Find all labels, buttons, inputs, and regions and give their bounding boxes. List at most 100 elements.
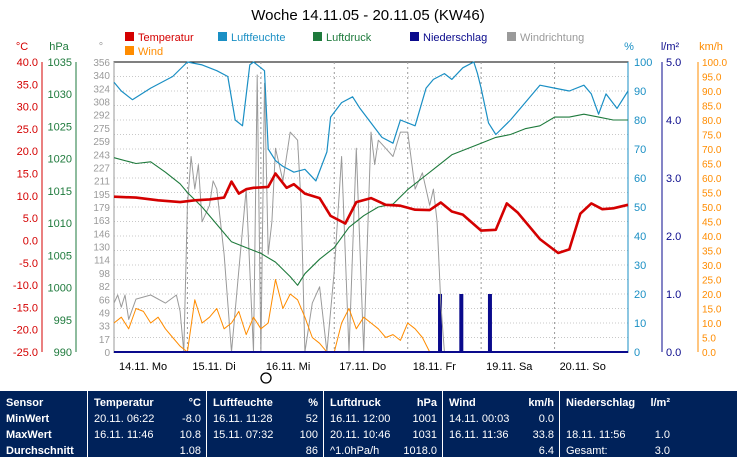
- legend-label-press: Luftdruck: [326, 32, 372, 44]
- axis-tick-dir: 114: [94, 256, 110, 267]
- axis-tick-dir: 275: [93, 124, 110, 135]
- axis-tick-dir: 211: [94, 177, 110, 188]
- axis-tick-wind: 45.0: [702, 218, 722, 229]
- axis-tick-temp: 30.0: [17, 102, 38, 114]
- rain-bar: [487, 294, 492, 352]
- axis-tick-temp: 25.0: [17, 124, 38, 136]
- legend-swatch-hum: [218, 32, 227, 41]
- axis-tick-rain: 0.0: [666, 347, 681, 359]
- rain-bar: [459, 294, 464, 352]
- axis-tick-press: 1015: [48, 186, 72, 198]
- axis-tick-press: 990: [54, 347, 72, 359]
- axis-tick-wind: 55.0: [702, 189, 722, 200]
- axis-tick-press: 1025: [48, 121, 72, 133]
- legend-label-hum: Luftfeuchte: [231, 32, 285, 44]
- stats-value: 1018.0: [403, 445, 437, 457]
- rain-bar: [438, 294, 443, 352]
- legend-label-wind: Wind: [138, 46, 163, 58]
- axis-tick-hum: 100: [634, 57, 652, 69]
- axis-tick-hum: 90: [634, 86, 646, 98]
- axis-tick-temp: 20.0: [17, 146, 38, 158]
- stats-value: 1.08: [179, 445, 201, 457]
- stats-timestamp: 20.11. 10:46: [330, 429, 391, 441]
- axis-tick-hum: 40: [634, 231, 646, 243]
- legend-label-temp: Temperatur: [138, 32, 194, 44]
- stats-header: Luftdruck: [330, 397, 381, 409]
- stats-timestamp: 16.11. 11:28: [213, 413, 273, 425]
- stats-row-label: MinWert: [6, 413, 50, 425]
- axis-tick-wind: 95.0: [702, 73, 722, 84]
- series-line-hum: [113, 61, 629, 182]
- axis-tick-temp: 35.0: [17, 79, 38, 91]
- axis-tick-dir: 33: [99, 322, 111, 333]
- series-line-press: [113, 113, 628, 286]
- axis-unit-rain: l/m²: [661, 41, 680, 53]
- time-marker: [260, 372, 272, 384]
- stats-timestamp: 16.11. 11:46: [94, 429, 154, 441]
- axis-tick-temp: -10.0: [13, 280, 38, 292]
- stats-value: 10.8: [179, 429, 201, 441]
- axis-tick-rain: 1.0: [666, 289, 681, 301]
- axis-tick-temp: -15.0: [13, 302, 38, 314]
- axis-tick-dir: 82: [99, 282, 111, 293]
- plot-frame: [113, 61, 629, 353]
- x-tick-label: 15.11. Di: [192, 361, 235, 373]
- axis-tick-dir: 66: [99, 295, 111, 306]
- stats-header: Temperatur: [94, 397, 154, 409]
- axis-tick-dir: 146: [93, 229, 110, 240]
- stats-timestamp: 20.11. 06:22: [94, 413, 155, 425]
- legend-label-dir: Windrichtung: [520, 32, 584, 44]
- axis-tick-wind: 15.0: [702, 305, 722, 316]
- axis-unit-temp: °C: [16, 41, 28, 53]
- x-tick-label: 17.11. Do: [339, 361, 386, 373]
- axis-tick-rain: 5.0: [666, 57, 681, 69]
- stats-header: Luftfeuchte: [213, 397, 273, 409]
- axis-tick-wind: 85.0: [702, 102, 722, 113]
- axis-tick-wind: 10.0: [702, 319, 722, 330]
- stats-timestamp: 16.11. 11:36: [449, 429, 509, 441]
- stats-value: 0.0: [538, 413, 554, 425]
- axis-tick-temp: 40.0: [17, 57, 38, 69]
- axis-tick-wind: 75.0: [702, 131, 722, 142]
- stats-timestamp: ^1.0hPa/h: [330, 445, 380, 457]
- axis-tick-dir: 49: [99, 308, 111, 319]
- axis-tick-wind: 80.0: [702, 116, 722, 127]
- axis-tick-wind: 50.0: [702, 203, 722, 214]
- axis-tick-wind: 100.0: [702, 58, 727, 69]
- stats-value: 1031: [412, 429, 437, 441]
- x-tick-label: 19.11. Sa: [486, 361, 533, 373]
- axis-tick-temp: -5.0: [19, 258, 38, 270]
- stats-separator: [206, 391, 207, 457]
- axis-tick-hum: 0: [634, 347, 640, 359]
- axis-tick-wind: 5.0: [702, 334, 716, 345]
- axis-tick-dir: 0: [104, 348, 110, 359]
- stats-separator: [87, 391, 88, 457]
- axis-unit-wind: km/h: [699, 41, 723, 53]
- axis-tick-press: 1010: [48, 218, 72, 230]
- legend-swatch-temp: [125, 32, 134, 41]
- legend-swatch-press: [313, 32, 322, 41]
- stats-value: 86: [305, 445, 318, 457]
- axis-tick-press: 1020: [48, 154, 72, 166]
- axis-tick-dir: 227: [93, 163, 110, 174]
- stats-timestamp: 16.11. 12:00: [330, 413, 391, 425]
- axis-tick-wind: 0.0: [702, 348, 716, 359]
- axis-unit-dir: °: [99, 41, 103, 53]
- axis-tick-press: 1035: [48, 57, 72, 69]
- stats-value: 100: [299, 429, 318, 441]
- axis-tick-wind: 40.0: [702, 232, 722, 243]
- axis-tick-dir: 356: [93, 58, 110, 69]
- axis-tick-dir: 308: [93, 98, 110, 109]
- stats-separator: [323, 391, 324, 457]
- x-tick-label: 16.11. Mi: [266, 361, 310, 373]
- weather-chart: Woche 14.11.05 - 20.11.05 (KW46) Tempera…: [13, 7, 727, 384]
- axis-tick-dir: 243: [93, 150, 110, 161]
- axis-tick-rain: 2.0: [666, 231, 681, 243]
- axis-tick-temp: -25.0: [13, 347, 38, 359]
- axis-tick-dir: 324: [93, 84, 110, 95]
- stats-separator: [559, 391, 560, 457]
- axis-tick-dir: 292: [93, 111, 110, 122]
- axis-tick-dir: 179: [93, 203, 110, 214]
- legend-swatch-rain: [410, 32, 419, 41]
- axis-tick-hum: 20: [634, 289, 646, 301]
